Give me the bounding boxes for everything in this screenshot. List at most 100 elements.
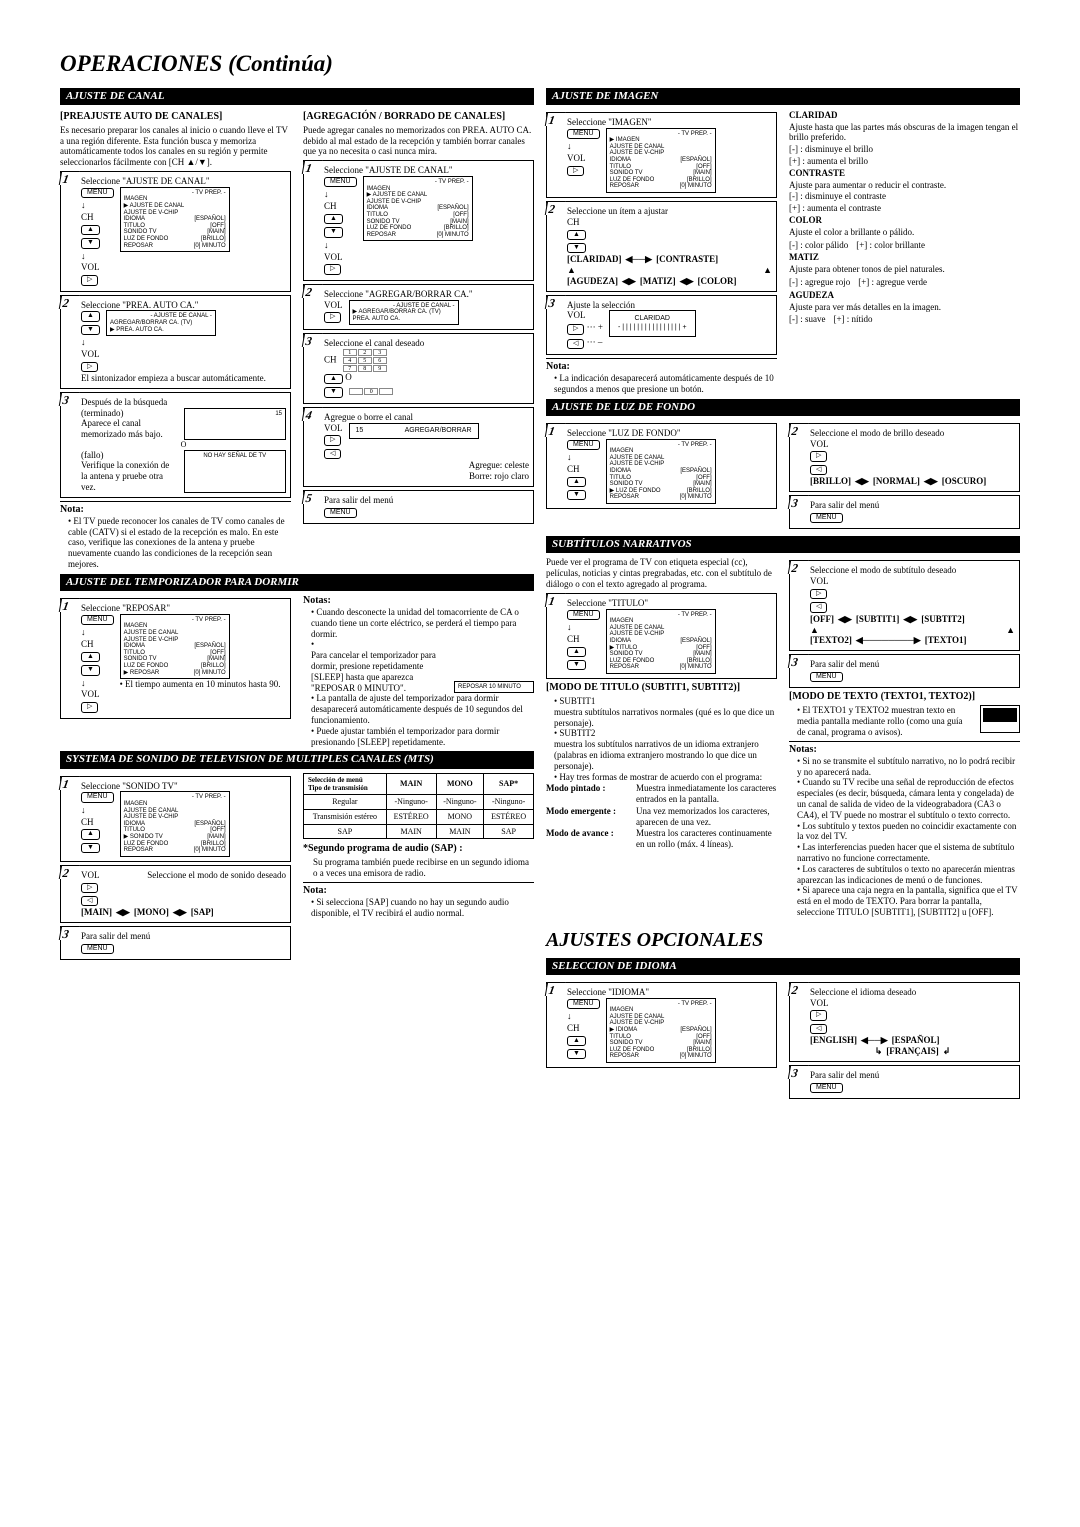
ag-s2-text: Seleccione "AGREGAR/BORRAR CA." (324, 289, 529, 300)
vol-label: VOL (324, 300, 343, 311)
ch-down-button[interactable]: ▼ (567, 490, 586, 500)
menu-button[interactable]: MENU (810, 672, 843, 682)
tvprep-menu: - TV PREP. - IMAGEN AJUSTE DE CANAL AJUS… (606, 998, 716, 1063)
menu-button[interactable]: MENU (567, 129, 600, 139)
menu-button[interactable]: MENU (567, 610, 600, 620)
ch-down-button[interactable]: ▼ (81, 665, 100, 675)
arrow-down-icon (81, 627, 86, 638)
vol-label: VOL (567, 153, 586, 164)
modo-titulo-hdr: [MODO DE TITULO (SUBTIT1, SUBTIT2)] (546, 682, 777, 694)
mts-cycle: [MAIN]◀▶ [MONO]◀▶ [SAP] (81, 907, 286, 918)
ch-up-button[interactable]: ▲ (567, 477, 586, 487)
vol-right-button[interactable]: ▷ (81, 362, 98, 372)
arrow-down-icon (81, 805, 86, 816)
menu-button[interactable]: MENU (81, 615, 114, 625)
idioma-s2-text: Seleccione el idioma deseado (810, 987, 1015, 998)
ch-up-button[interactable]: ▲ (81, 652, 100, 662)
ch-up-button[interactable]: ▲ (567, 1036, 586, 1046)
bar-temporizador: AJUSTE DEL TEMPORIZADOR PARA DORMIR (60, 574, 534, 591)
ch-up-button[interactable]: ▲ (324, 374, 343, 384)
menu-button[interactable]: MENU (567, 440, 600, 450)
vol-right-button[interactable]: ▷ (324, 312, 341, 322)
ag-color-note: Agregue: celeste Borre: rojo claro (324, 460, 529, 482)
ch-label: CH (81, 639, 94, 650)
menu-button[interactable]: MENU (81, 792, 114, 802)
vol-right-button[interactable]: ▷ (324, 435, 341, 445)
vol-right-button[interactable]: ▷ (81, 275, 98, 285)
ch-down-button[interactable]: ▼ (81, 843, 100, 853)
mts-col-main: MAIN (386, 773, 436, 795)
opcionales-title: AJUSTES OPCIONALES (546, 928, 1020, 952)
ajuste-canal-menu: - AJUSTE DE CANAL - AGREGAR/BORRAR CA. (… (106, 310, 216, 336)
ch-up-button[interactable]: ▲ (81, 311, 100, 321)
img-cycle-2: [AGUDEZA]◀▶ [MATIZ]◀▶ [COLOR] (567, 276, 772, 287)
vol-left-button[interactable]: ◁ (810, 602, 827, 612)
vol-right-button[interactable]: ▷ (810, 589, 827, 599)
modos-intro: Hay tres formas de mostrar de acuerdo co… (554, 772, 777, 783)
preajuste-intro: Es necesario preparar los canales al ini… (60, 125, 291, 168)
subt-step2: 2 Seleccione el modo de subtítulo desead… (789, 560, 1020, 651)
ch-label: CH (567, 464, 580, 475)
ch-up-button[interactable]: ▲ (567, 230, 586, 240)
tvprep-title: - TV PREP. - (124, 794, 226, 801)
arrow-down-icon (81, 200, 86, 211)
temp-n2a: Para cancelar el temporizador para dormi… (311, 650, 446, 693)
ag-step2: 2 Seleccione "AGREGAR/BORRAR CA." VOL ▷ … (303, 284, 534, 331)
vol-right-button[interactable]: ▷ (810, 1010, 827, 1020)
menu-button[interactable]: MENU (810, 513, 843, 523)
vol-right-button[interactable]: ▷ (567, 166, 584, 176)
vol-left-button[interactable]: ◁ (810, 465, 827, 475)
tvprep-title: - TV PREP. - (610, 131, 712, 138)
vol-right-button[interactable]: ▷ (324, 264, 341, 274)
img-step2: 2 Seleccione un ítem a ajustar CH ▲ ▼ [C… (546, 201, 777, 292)
ch-label: CH (324, 201, 337, 212)
menu-button[interactable]: MENU (324, 508, 357, 518)
temp-notes-hdr: Notas: (303, 595, 534, 607)
ch-down-button[interactable]: ▼ (324, 227, 343, 237)
ch-down-button[interactable]: ▼ (567, 243, 586, 253)
tvprep-title: - TV PREP. - (367, 179, 469, 186)
vol-left-button[interactable]: ◁ (567, 339, 584, 349)
vol-right-button[interactable]: ▷ (81, 702, 98, 712)
tvprep-menu: - TV PREP. - IMAGEN AJUSTE DE CANAL AJUS… (606, 609, 716, 674)
subt-cycle-2: [TEXTO2]◀────────▶ [TEXTO1] (810, 635, 1015, 646)
ch-down-button[interactable]: ▼ (567, 660, 586, 670)
img-step1: 1 Seleccione "IMAGEN" MENU VOL ▷ - TV (546, 112, 777, 198)
vol-left-button[interactable]: ◁ (81, 896, 98, 906)
vol-label: VOL (81, 262, 100, 273)
ch-up-button[interactable]: ▲ (567, 647, 586, 657)
slider-bar: - | | | | | | | | | | | | | | | | + (618, 324, 687, 332)
vol-right-button[interactable]: ▷ (810, 451, 827, 461)
agregacion-header: [AGREGACIÓN / BORRADO DE CANALES] (303, 111, 534, 123)
menu-button[interactable]: MENU (81, 188, 114, 198)
ch-down-button[interactable]: ▼ (567, 1049, 586, 1059)
ch-label: CH (81, 212, 94, 223)
vol-right-button[interactable]: ▷ (567, 324, 584, 334)
ag-s3-text: Seleccione el canal deseado (324, 338, 529, 349)
ch-down-button[interactable]: ▼ (81, 325, 100, 335)
vol-right-button[interactable]: ▷ (81, 883, 98, 893)
menu-button[interactable]: MENU (567, 999, 600, 1009)
ag-ch-num: 15 (356, 427, 364, 435)
menu-button[interactable]: MENU (810, 1083, 843, 1093)
ch-down-button[interactable]: ▼ (324, 387, 343, 397)
temp-n3: La pantalla de ajuste del temporizador p… (311, 693, 534, 725)
ch-up-button[interactable]: ▲ (81, 829, 100, 839)
ch-up-button[interactable]: ▲ (324, 214, 343, 224)
pre-note-text: El TV puede reconocer los canales de TV … (68, 516, 291, 570)
temp-n2: Para cancelar el temporizador para dormi… (311, 639, 534, 693)
ajmenu-r2: PREA. AUTO CA. (116, 327, 164, 333)
vol-left-button[interactable]: ◁ (324, 449, 341, 459)
ch-up-button[interactable]: ▲ (81, 225, 100, 235)
idioma-step3: 3 Para salir del menú MENU (789, 1065, 1020, 1099)
minus-label: ··· – (584, 337, 602, 347)
temp-s1-note: • El tiempo aumenta en 10 minutos hasta … (120, 679, 281, 690)
idioma-cycle-1: [ENGLISH]◀──▶ [ESPAÑOL] (810, 1035, 1015, 1046)
or-label: O (81, 440, 286, 450)
menu-button[interactable]: MENU (324, 177, 357, 187)
pre-step2: 2 Seleccione "PREA. AUTO CA." ▲ ▼ VOL ▷ (60, 295, 291, 389)
pre-s1-text: Seleccione "AJUSTE DE CANAL" (81, 176, 286, 187)
ch-down-button[interactable]: ▼ (81, 238, 100, 248)
menu-button[interactable]: MENU (81, 944, 114, 954)
vol-left-button[interactable]: ◁ (810, 1024, 827, 1034)
